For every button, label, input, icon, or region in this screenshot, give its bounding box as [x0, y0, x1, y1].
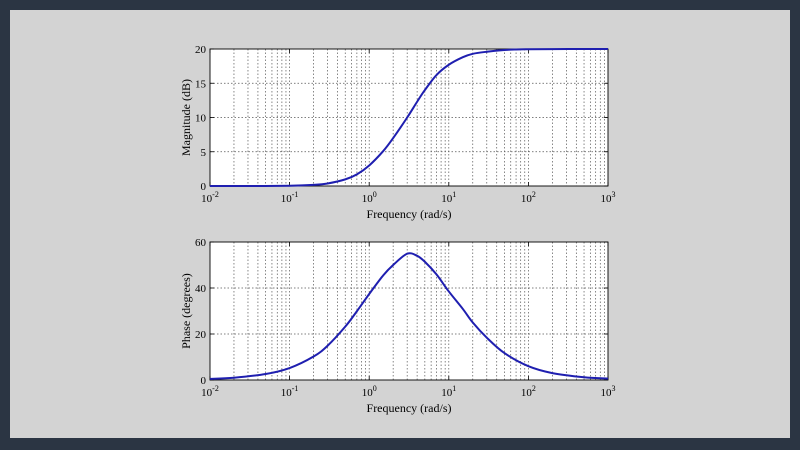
axes-box — [209, 241, 609, 381]
chart-2: 10-2 10-1 100 101 102 103 0 20 40 60 Frequency (ra… — [179, 237, 616, 415]
bode-plot-figure: 10-2 10-1 100 101 102 103 0 5 10 15 20 Frequency (r… — [179, 44, 616, 415]
y-tick-label: 60 — [195, 237, 207, 249]
x-tick-label: 100 — [362, 384, 377, 399]
x-axis-label: Frequency (rad/s) — [367, 207, 452, 221]
y-tick-label: 0 — [201, 375, 207, 387]
x-tick-label: 10-1 — [281, 384, 299, 399]
y-tick-label: 40 — [195, 283, 207, 295]
series-line — [209, 47, 609, 188]
x-axis-label: Frequency (rad/s) — [367, 401, 452, 415]
slide-background: 10-2 10-1 100 101 102 103 0 5 10 15 20 Frequency (r… — [10, 10, 790, 438]
x-tick-label: 10-2 — [201, 384, 219, 399]
x-tick-label: 102 — [521, 190, 536, 205]
x-tick-label: 10-2 — [201, 190, 219, 205]
plot-area — [210, 242, 608, 380]
y-tick-label: 20 — [195, 44, 207, 56]
x-tick-label: 101 — [441, 384, 456, 399]
plot-area — [210, 49, 608, 186]
x-tick-label: 10-1 — [281, 190, 299, 205]
y-axis-label: Magnitude (dB) — [179, 79, 193, 156]
y-tick-label: 20 — [195, 329, 207, 341]
y-tick-label: 15 — [195, 78, 207, 90]
x-tick-label: 101 — [441, 190, 456, 205]
chart-1: 10-2 10-1 100 101 102 103 0 5 10 15 20 Frequency (r… — [179, 44, 616, 221]
x-tick-label: 100 — [362, 190, 377, 205]
x-tick-label: 103 — [601, 190, 616, 205]
x-tick-label: 103 — [601, 384, 616, 399]
y-tick-label: 0 — [201, 181, 207, 193]
series-line — [209, 252, 609, 380]
y-tick-label: 10 — [195, 113, 207, 125]
x-tick-label: 102 — [521, 384, 536, 399]
y-tick-label: 5 — [201, 147, 207, 159]
y-axis-label: Phase (degrees) — [179, 273, 193, 349]
